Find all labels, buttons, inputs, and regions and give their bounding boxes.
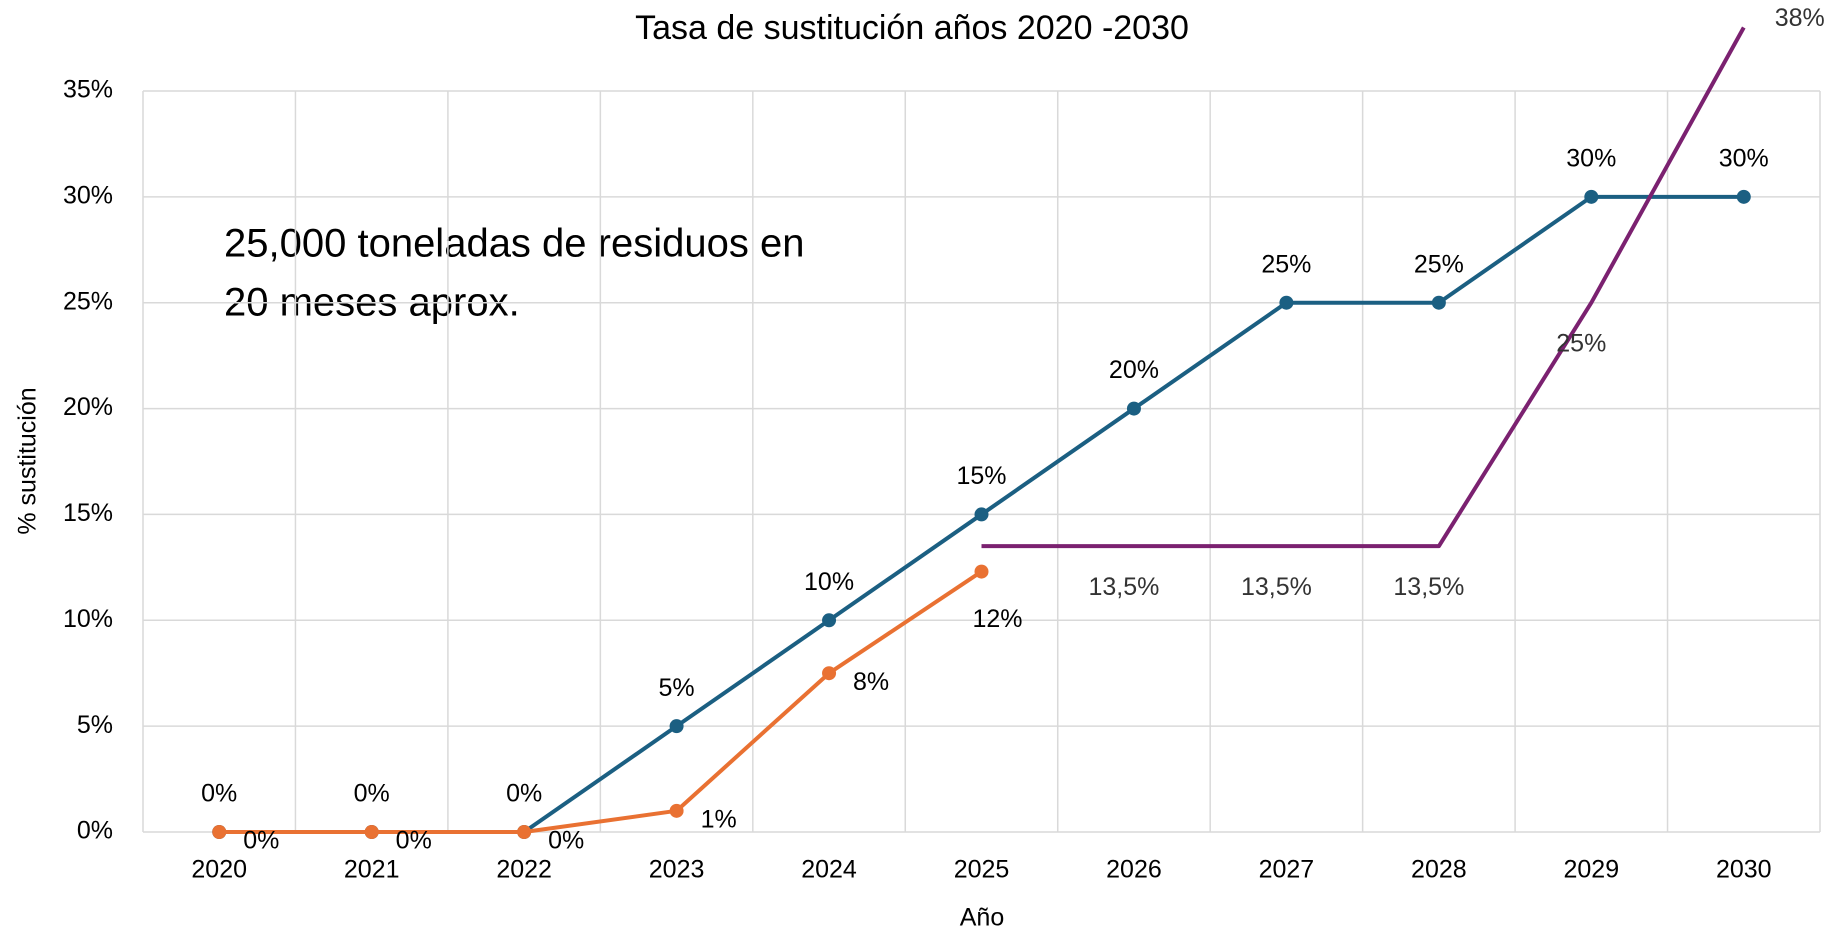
data-label: 0% — [243, 827, 279, 855]
data-label: 0% — [201, 780, 237, 808]
data-point — [517, 825, 532, 839]
data-point — [974, 564, 989, 579]
x-tick-label: 2020 — [191, 856, 247, 884]
data-label: 0% — [506, 780, 542, 808]
data-label: 30% — [1719, 144, 1769, 172]
data-point — [364, 825, 379, 839]
x-tick-label: 2026 — [1106, 856, 1162, 884]
x-tick-label: 2030 — [1716, 856, 1772, 884]
data-label: 25% — [1414, 250, 1464, 278]
y-tick-label: 20% — [63, 393, 113, 421]
y-tick-label: 15% — [63, 499, 113, 527]
data-point — [822, 666, 837, 681]
data-label: 30% — [1566, 144, 1616, 172]
x-tick-label: 2029 — [1564, 856, 1620, 884]
annotation: 25,000 toneladas de residuos en — [224, 222, 804, 266]
data-label: 0% — [548, 827, 584, 855]
data-label: 12% — [972, 605, 1022, 633]
data-label: 25% — [1261, 250, 1311, 278]
y-tick-label: 35% — [63, 76, 113, 104]
chart-title: Tasa de sustitución años 2020 -2030 — [635, 9, 1189, 47]
data-point — [1431, 295, 1446, 310]
data-label: 13,5% — [1241, 573, 1312, 601]
data-label: 38% — [1775, 4, 1824, 32]
data-label: 13,5% — [1393, 573, 1464, 601]
y-tick-label: 0% — [77, 817, 113, 845]
x-tick-label: 2028 — [1411, 856, 1467, 884]
data-point — [669, 803, 684, 818]
data-label: 20% — [1109, 356, 1159, 384]
data-label: 25% — [1556, 329, 1606, 357]
x-tick-label: 2024 — [801, 856, 857, 884]
y-axis-label: % sustitución — [14, 387, 42, 534]
data-point — [669, 719, 684, 734]
x-tick-label: 2023 — [649, 856, 705, 884]
series-line — [981, 26, 1746, 549]
data-label: 0% — [396, 827, 432, 855]
x-tick-label: 2025 — [954, 856, 1010, 884]
data-point — [1279, 295, 1294, 310]
data-label: 15% — [956, 462, 1006, 490]
data-point — [1736, 189, 1751, 204]
x-tick-label: 2027 — [1259, 856, 1315, 884]
data-label: 5% — [659, 674, 695, 702]
data-label: 10% — [804, 568, 854, 596]
data-point — [212, 825, 227, 839]
data-label: 0% — [354, 780, 390, 808]
data-point — [822, 613, 837, 628]
y-tick-label: 30% — [63, 181, 113, 209]
series-line — [219, 569, 983, 834]
data-point — [1584, 189, 1599, 204]
data-label: 13,5% — [1089, 573, 1160, 601]
data-point — [1126, 401, 1141, 416]
data-point — [974, 507, 989, 522]
data-label: 1% — [701, 805, 737, 833]
x-tick-label: 2022 — [496, 856, 552, 884]
y-tick-label: 10% — [63, 605, 113, 633]
y-tick-label: 5% — [77, 711, 113, 739]
x-tick-label: 2021 — [344, 856, 400, 884]
y-tick-label: 25% — [63, 287, 113, 315]
data-label: 8% — [853, 668, 889, 696]
x-axis-label: Año — [960, 904, 1004, 932]
